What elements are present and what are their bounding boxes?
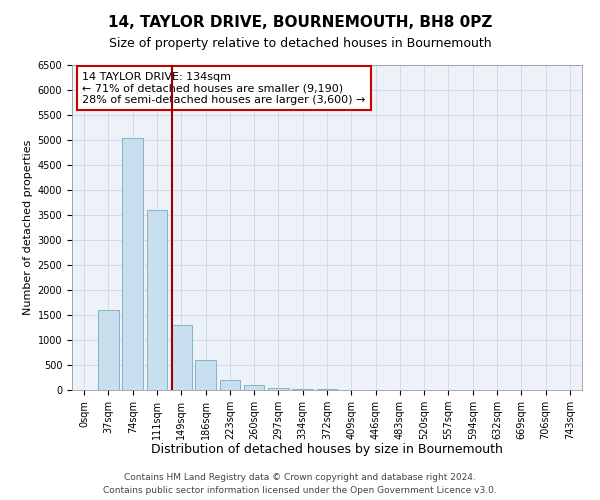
Text: Size of property relative to detached houses in Bournemouth: Size of property relative to detached ho… (109, 38, 491, 51)
Text: Contains HM Land Registry data © Crown copyright and database right 2024.
Contai: Contains HM Land Registry data © Crown c… (103, 474, 497, 495)
Text: 14 TAYLOR DRIVE: 134sqm
← 71% of detached houses are smaller (9,190)
28% of semi: 14 TAYLOR DRIVE: 134sqm ← 71% of detache… (82, 72, 365, 104)
Bar (171, 325, 191, 390)
Bar (244, 385, 265, 390)
X-axis label: Distribution of detached houses by size in Bournemouth: Distribution of detached houses by size … (151, 444, 503, 456)
Text: 14, TAYLOR DRIVE, BOURNEMOUTH, BH8 0PZ: 14, TAYLOR DRIVE, BOURNEMOUTH, BH8 0PZ (108, 15, 492, 30)
Bar (122, 138, 143, 390)
Bar (98, 310, 119, 390)
Bar (195, 360, 216, 390)
Bar (268, 388, 289, 390)
Bar (292, 388, 313, 390)
Bar (146, 210, 167, 390)
Bar (220, 380, 240, 390)
Y-axis label: Number of detached properties: Number of detached properties (23, 140, 34, 315)
Bar (317, 389, 337, 390)
